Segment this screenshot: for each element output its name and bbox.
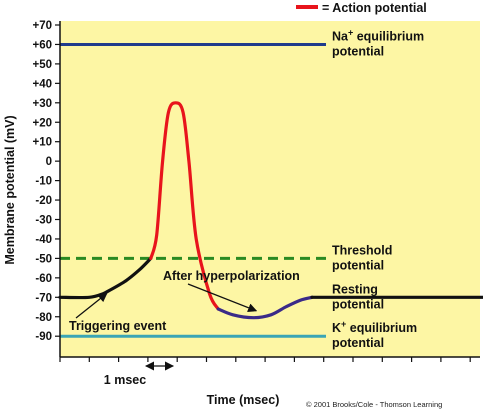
credit-line: © 2001 Brooks/Cole - Thomson Learning xyxy=(306,400,442,409)
legend: = Action potential xyxy=(296,1,427,15)
reference-line-labels: Na+ equilibriumpotentialThresholdpotenti… xyxy=(332,27,424,350)
annotations: After hyperpolarization Triggering event xyxy=(69,269,300,333)
reference-label-line2: potential xyxy=(332,297,384,311)
y-tick-label: -50 xyxy=(35,253,52,265)
y-axis-label: Membrane potential (mV) xyxy=(3,115,17,264)
reference-label: K+ equilibrium xyxy=(332,319,417,335)
y-tick-label: -90 xyxy=(35,331,52,343)
reference-label-main: Threshold xyxy=(332,243,392,257)
annotation-triggering-event: Triggering event xyxy=(69,319,167,333)
y-tick-label: -80 xyxy=(35,312,52,324)
annotation-arrow xyxy=(75,292,108,319)
reference-label-main: Resting xyxy=(332,282,378,296)
reference-label-line2: potential xyxy=(332,336,384,350)
series-action-potential xyxy=(149,101,220,311)
y-tick-label: +70 xyxy=(32,20,52,32)
reference-label: Threshold xyxy=(332,243,392,257)
y-tick-label: +30 xyxy=(32,98,52,110)
reference-label: Resting xyxy=(332,282,378,296)
reference-label-superscript: + xyxy=(348,27,353,37)
time-scale-marker: 1 msec xyxy=(104,361,175,387)
y-axis-ticks: +70 +60 +50 +40 +30 +20 +10 0 -10 -20 -30 -40 -50 -60… xyxy=(32,20,60,343)
legend-label: = Action potential xyxy=(322,1,427,15)
reference-label-main: K xyxy=(332,321,341,335)
y-tick-label: +60 xyxy=(32,39,52,51)
annotation-after-hyperpolarization: After hyperpolarization xyxy=(163,269,300,283)
y-tick-label: -60 xyxy=(35,273,52,285)
reference-label-line2: potential xyxy=(332,258,384,272)
x-axis-label: Time (msec) xyxy=(207,393,280,407)
reference-label-superscript: + xyxy=(341,319,346,329)
y-tick-label: -10 xyxy=(35,176,52,188)
reference-label-rest: equilibrium xyxy=(346,321,417,335)
reference-lines xyxy=(60,42,326,338)
plot-background xyxy=(60,21,480,357)
x-axis-ticks xyxy=(59,357,471,362)
scale-label: 1 msec xyxy=(104,373,146,387)
y-tick-label: +40 xyxy=(32,78,52,90)
reference-label-main: Na xyxy=(332,29,349,43)
reference-label-rest: equilibrium xyxy=(353,29,424,43)
y-tick-label: +50 xyxy=(32,59,52,71)
y-tick-label: 0 xyxy=(46,156,52,168)
y-tick-label: -40 xyxy=(35,234,52,246)
reference-label-line2: potential xyxy=(332,44,384,58)
annotation-arrow xyxy=(187,283,258,313)
y-tick-label: -30 xyxy=(35,215,52,227)
series-triggering-event xyxy=(102,256,153,295)
y-tick-label: -70 xyxy=(35,292,52,304)
y-tick-label: -20 xyxy=(35,195,52,207)
reference-label: Na+ equilibrium xyxy=(332,27,424,43)
y-tick-label: +20 xyxy=(32,117,52,129)
y-tick-label: +10 xyxy=(32,137,52,149)
series-after-hyperpolarization xyxy=(216,295,314,320)
